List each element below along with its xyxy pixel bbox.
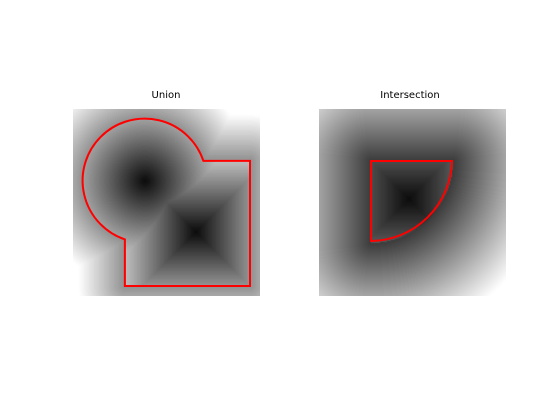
intersection-title: Intersection <box>380 90 440 101</box>
intersection-distance-field <box>319 109 506 296</box>
union-boundary-outline <box>81 117 251 287</box>
intersection-panel <box>319 109 506 296</box>
union-outline-layer <box>81 117 251 287</box>
union-distance-field <box>73 109 260 296</box>
intersection-outline-layer <box>370 160 454 243</box>
union-panel <box>73 109 260 296</box>
intersection-boundary-outline <box>370 160 454 243</box>
union-title: Union <box>151 90 181 101</box>
